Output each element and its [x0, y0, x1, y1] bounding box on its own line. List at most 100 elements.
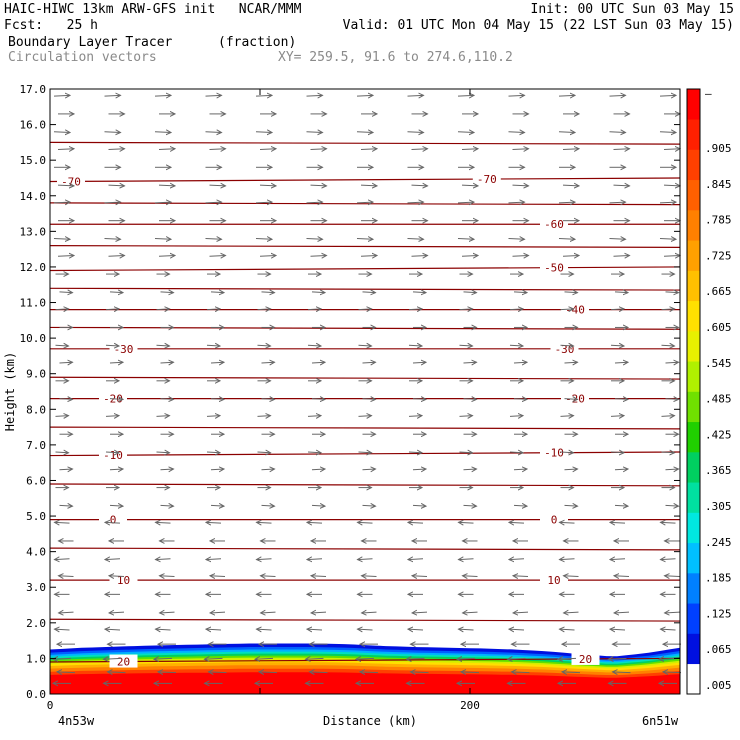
vector-arrow-14-7 — [408, 345, 422, 346]
y-tick-label-1: 1.0 — [26, 652, 46, 665]
vector-arrow-18-11 — [610, 416, 624, 417]
vector-arrow-12-0 — [55, 309, 69, 310]
vector-arrow-8-4 — [255, 238, 272, 239]
vector-arrow-24-6 — [358, 522, 373, 523]
y-tick-label-3: 3.0 — [26, 581, 46, 594]
vector-arrow-11-7 — [412, 292, 426, 293]
vector-arrow-14-12 — [661, 345, 675, 346]
vector-arrow-32-5 — [306, 658, 324, 659]
vector-arrow-29-10 — [564, 612, 579, 613]
temperature-contours: -70 -70-60-50-40-30 -30-20 -20-10 -100 010 102… — [49, 141, 681, 669]
vector-arrow-27-10 — [564, 576, 579, 577]
vector-arrow-23-2 — [160, 505, 174, 506]
vector-arrow-0-5 — [306, 95, 323, 96]
plot-axes: 0.0 1.0 2.0 3.0 4.0 5.0 6.0 7.0 8.0 9.0 10.0 11.0 12… — [3, 83, 681, 728]
vector-arrow-20-4 — [257, 452, 271, 453]
vector-arrow-17-6 — [362, 399, 376, 400]
vector-arrow-6-10 — [558, 202, 575, 203]
vector-arrow-30-0 — [55, 629, 70, 630]
vector-arrow-30-2 — [156, 629, 171, 630]
colorbar-frame — [686, 88, 701, 695]
vector-arrow-11-12 — [665, 292, 679, 293]
vector-arrow-12-1 — [105, 309, 119, 310]
vector-arrow-26-2 — [156, 559, 171, 560]
vector-arrow-5-0 — [57, 185, 74, 186]
colorbar-cell-7 — [687, 452, 700, 483]
vector-arrow-27-8 — [463, 576, 478, 577]
vector-arrow-20-7 — [408, 452, 422, 453]
colorbar-label-15: .905 — [705, 142, 732, 155]
vector-arrow-9-2 — [158, 255, 175, 256]
vector-arrow-3-5 — [310, 149, 327, 150]
vector-arrow-2-9 — [508, 132, 525, 133]
vector-arrow-24-0 — [55, 522, 70, 523]
plot-frame — [49, 88, 681, 695]
vector-arrow-2-12 — [659, 132, 676, 133]
vector-arrow-2-4 — [255, 132, 272, 133]
vector-arrow-6-2 — [154, 202, 171, 203]
y-tick-label-6: 6.0 — [26, 474, 46, 487]
vector-arrow-33-3 — [209, 672, 227, 673]
vector-arrow-3-10 — [562, 149, 579, 150]
vector-arrow-14-5 — [307, 345, 321, 346]
y-tick-label-17: 17.0 — [20, 83, 47, 96]
y-tick-label-4: 4.0 — [26, 546, 46, 559]
contour-label-bg-1-0 — [540, 217, 568, 231]
vector-arrow-18-3 — [206, 416, 220, 417]
vector-arrow-27-6 — [362, 576, 377, 577]
vector-arrow-29-6 — [362, 612, 377, 613]
vector-arrow-33-8 — [461, 672, 480, 673]
contour-line-unlabeled-0 — [49, 141, 681, 145]
vector-arrow-18-12 — [661, 416, 675, 417]
contour-label-bg-9-0 — [109, 654, 138, 668]
colorbar-label-1: .065 — [705, 643, 732, 656]
vector-arrow-27-5 — [311, 576, 327, 577]
vector-arrow-18-1 — [105, 416, 119, 417]
vector-arrow-15-3 — [210, 362, 224, 363]
x-axis-label: Distance (km) — [323, 714, 417, 728]
contour-line-unlabeled-8 — [49, 547, 681, 551]
vector-arrow-18-6 — [358, 416, 372, 417]
colorbar-cell-4 — [687, 542, 700, 574]
y-tick-label-8: 8.0 — [26, 403, 46, 416]
vector-arrow-9-11 — [613, 255, 630, 256]
vector-arrow-21-9 — [513, 469, 527, 470]
vector-arrow-20-11 — [610, 452, 624, 453]
vector-arrow-23-3 — [210, 505, 224, 506]
vector-arrow-32-4 — [255, 658, 274, 659]
vector-arrow-30-9 — [509, 629, 525, 630]
y-tick-label-14: 14.0 — [20, 190, 47, 203]
vector-arrow-8-3 — [205, 238, 222, 239]
vector-arrow-3-4 — [259, 149, 276, 150]
y-tick-label-16: 16.0 — [20, 119, 47, 132]
vector-arrow-29-12 — [665, 612, 680, 613]
colorbar-label-0: .005 — [705, 679, 732, 692]
vector-arrow-29-5 — [311, 612, 327, 613]
vector-arrow-17-12 — [665, 399, 679, 400]
vector-arrow-26-0 — [55, 559, 70, 560]
vector-arrow-0-2 — [154, 95, 171, 96]
vector-arrow-11-4 — [261, 292, 275, 293]
contour-label-0-1: -70 — [477, 173, 497, 186]
vector-arrow-27-9 — [513, 576, 529, 577]
vector-arrow-3-11 — [613, 149, 630, 150]
vector-arrow-24-5 — [307, 522, 323, 523]
vector-arrow-15-0 — [59, 362, 73, 363]
vector-arrow-21-10 — [564, 469, 578, 470]
field-name: Boundary Layer Tracer — [8, 35, 173, 50]
vector-arrow-8-0 — [53, 238, 70, 239]
colorbar-cell-16 — [687, 179, 700, 211]
vectors-label: Circulation vectors — [8, 50, 157, 65]
vector-arrow-9-3 — [209, 255, 226, 256]
vector-arrow-26-10 — [560, 559, 575, 560]
vector-arrow-26-5 — [307, 559, 323, 560]
vector-arrow-14-9 — [509, 345, 523, 346]
contour-label-1-0: -60 — [544, 218, 564, 231]
vector-arrow-27-11 — [614, 576, 630, 577]
vector-arrow-8-6 — [356, 238, 373, 239]
vector-arrow-3-9 — [512, 149, 529, 150]
vector-arrow-14-0 — [55, 345, 69, 346]
y-axis-label: Height (km) — [3, 352, 17, 431]
colorbar-cell-0 — [687, 663, 700, 695]
contour-label-2-0: -50 — [544, 262, 564, 275]
